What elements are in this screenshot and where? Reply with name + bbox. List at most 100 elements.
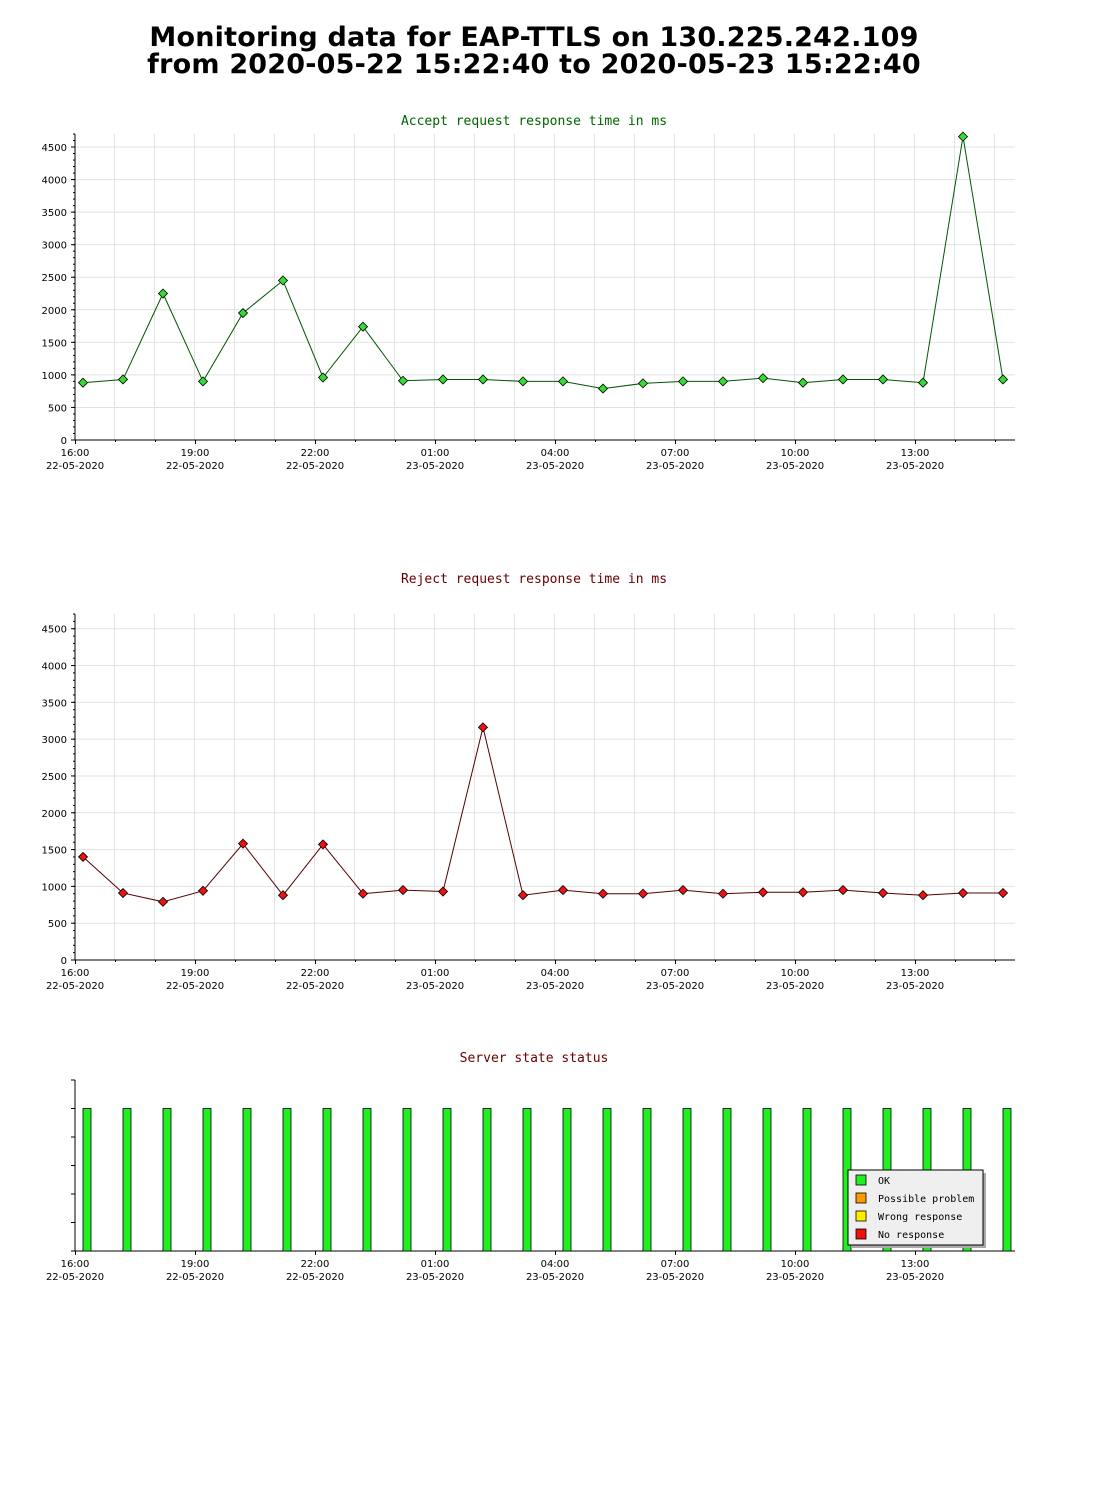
y-tick-label: 1500 [42,338,67,349]
x-tick-label-date: 23-05-2020 [526,1272,584,1283]
data-point [677,376,689,387]
x-tick-label-date: 22-05-2020 [46,461,104,472]
status-bar [202,1108,212,1252]
chart-title: Accept request response time in ms [401,114,667,129]
data-point [677,884,689,896]
legend-label: No response [878,1230,944,1241]
data-point [517,890,529,901]
x-tick-label-time: 07:00 [661,1259,690,1270]
data-point [237,307,249,319]
status-bar [642,1108,652,1252]
status-bar [522,1108,532,1252]
y-tick-label: 500 [48,403,67,414]
x-tick-label-time: 01:00 [421,448,450,459]
legend: OK Possible problem Wrong response No respo… [847,1169,984,1246]
y-tick-label: 4500 [42,143,67,154]
x-tick-label-date: 22-05-2020 [286,981,344,992]
y-tick-label: 2500 [42,772,67,783]
x-tick-label-time: 10:00 [781,448,810,459]
x-tick-label-time: 13:00 [901,448,930,459]
x-tick-label-date: 23-05-2020 [526,461,584,472]
status-bar [682,1108,692,1252]
accept-response-chart: Accept request response time in ms 0 500 10… [42,114,1015,472]
x-tick-label-time: 04:00 [541,448,570,459]
data-point [77,851,89,863]
data-point [997,374,1009,385]
y-tick-label: 3500 [42,698,67,709]
x-tick-label-date: 22-05-2020 [286,461,344,472]
status-bar [282,1108,292,1252]
data-point [357,888,369,899]
legend-swatch [855,1210,867,1222]
y-tick-label: 0 [61,436,67,447]
data-point [957,131,969,142]
x-tick-label-time: 13:00 [901,968,930,979]
legend-label: Possible problem [878,1194,974,1205]
data-point [437,374,449,385]
series-line [82,136,1004,390]
x-tick-label-date: 23-05-2020 [646,1272,704,1283]
data-point [917,377,929,388]
data-point [117,887,129,899]
data-point [357,321,369,332]
y-tick-label: 4500 [42,625,67,636]
x-tick-label-date: 23-05-2020 [406,1272,464,1283]
status-bar [402,1108,412,1252]
x-tick-label-time: 10:00 [781,1259,810,1270]
x-tick-label-date: 23-05-2020 [766,981,824,992]
x-tick-label-time: 10:00 [781,968,810,979]
status-bar [482,1108,492,1252]
status-bar [442,1108,452,1252]
x-tick-label-time: 19:00 [181,448,210,459]
x-tick-label-date: 23-05-2020 [646,981,704,992]
legend-swatch [855,1228,867,1240]
x-tick-label-time: 22:00 [301,968,330,979]
y-tick-label: 0 [61,956,67,967]
data-point [597,383,609,394]
page-title-line-1: Monitoring data for EAP-TTLS on 130.225.… [149,22,919,53]
x-tick-label-date: 23-05-2020 [766,461,824,472]
data-point [517,376,529,387]
data-point [757,887,769,898]
status-bar [722,1108,732,1252]
x-tick-label-time: 01:00 [421,1259,450,1270]
data-point [557,376,569,387]
x-tick-label-time: 16:00 [61,1259,90,1270]
status-bar [802,1108,812,1252]
legend-swatch [855,1174,867,1186]
chart-title: Server state status [460,1051,609,1066]
status-bar [322,1108,332,1252]
y-tick-label: 2000 [42,809,67,820]
status-bar [762,1108,772,1252]
data-point [717,888,729,899]
x-tick-label-date: 22-05-2020 [46,1272,104,1283]
x-tick-label-date: 22-05-2020 [166,981,224,992]
status-bar [362,1108,372,1252]
x-tick-label-time: 19:00 [181,968,210,979]
data-point [877,887,889,899]
chart-title: Reject request response time in ms [401,572,667,587]
x-tick-label-time: 22:00 [301,1259,330,1270]
x-tick-label-time: 04:00 [541,1259,570,1270]
legend-label: OK [878,1176,890,1187]
y-tick-label: 3000 [42,735,67,746]
y-tick-label: 1000 [42,371,67,382]
data-point [997,887,1009,899]
reject-response-chart: Reject request response time in ms 0 500 10… [42,572,1015,992]
legend-swatch [855,1192,867,1204]
data-point [157,288,169,299]
status-bar [122,1108,132,1252]
data-point [597,888,609,899]
data-point [717,376,729,387]
y-tick-label: 2000 [42,306,67,317]
data-point [117,374,129,385]
data-point [877,374,889,385]
server-status-chart: Server state status 16:00 22-05-2020 19:00 2… [46,1051,1015,1283]
x-tick-label-date: 22-05-2020 [286,1272,344,1283]
y-tick-label: 2500 [42,273,67,284]
data-point [637,888,649,899]
x-tick-label-date: 23-05-2020 [766,1272,824,1283]
data-point [277,275,289,286]
data-point [237,838,249,849]
x-tick-label-date: 22-05-2020 [166,461,224,472]
